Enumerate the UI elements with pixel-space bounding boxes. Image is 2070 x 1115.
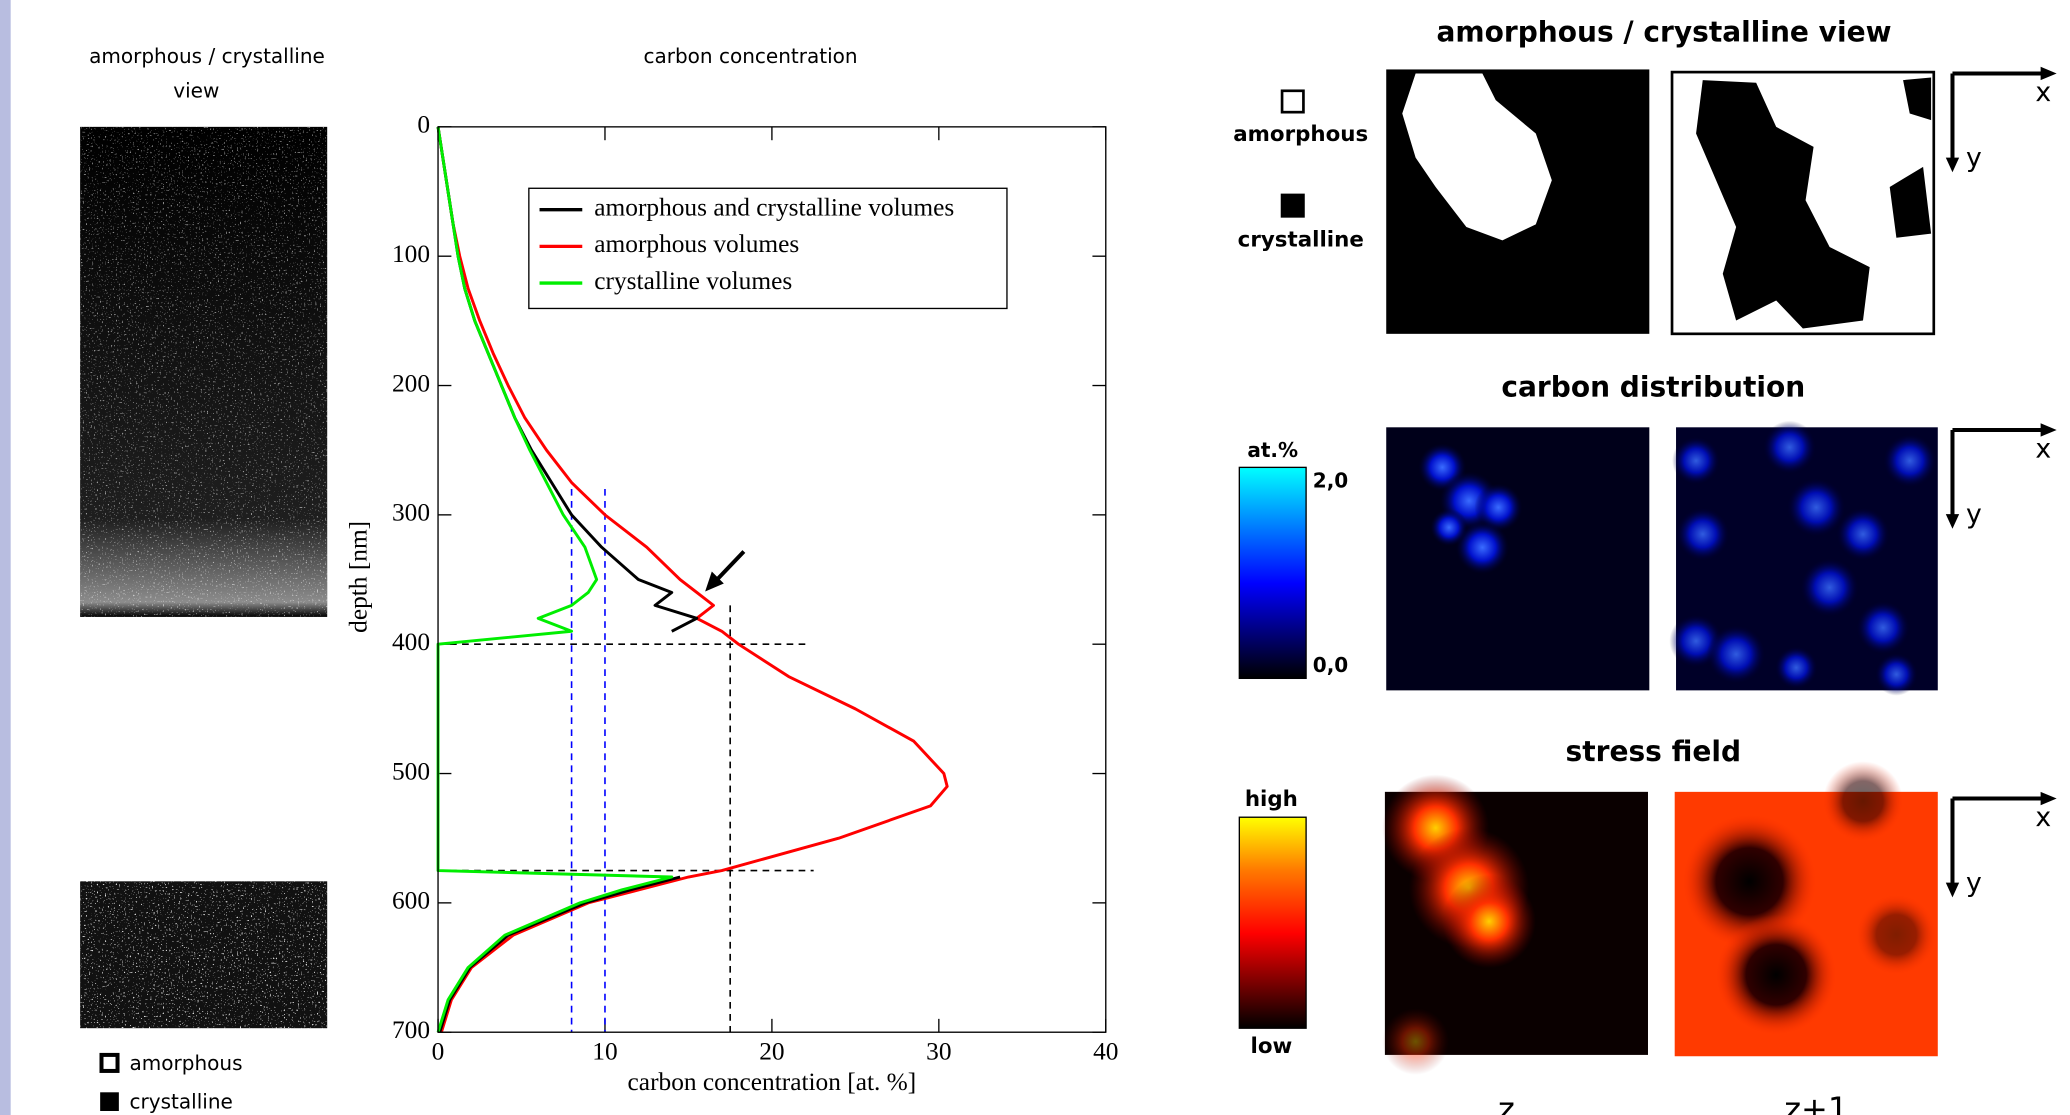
right-title: amorphous / crystalline view bbox=[1437, 15, 1892, 48]
axis-name: x bbox=[2035, 77, 2051, 108]
chart-title: carbon concentration bbox=[643, 44, 857, 68]
x-tick-label: 30 bbox=[926, 1037, 951, 1065]
axis-arrow bbox=[1950, 71, 2048, 165]
axis-arrow bbox=[1950, 427, 2048, 521]
y-tick-label: 400 bbox=[392, 628, 430, 656]
legend: amorphous and crystalline volumes amorpho… bbox=[539, 193, 954, 295]
x-axis-label: carbon concentration [at. %] bbox=[628, 1068, 917, 1096]
stress-holes bbox=[1682, 761, 1937, 1035]
y-axis-label: depth [nm] bbox=[344, 521, 372, 633]
y-tick-label: 600 bbox=[392, 887, 430, 915]
y-tick-label: 500 bbox=[392, 757, 430, 785]
legend-label: amorphous bbox=[130, 1051, 243, 1075]
axis-arrowhead bbox=[1945, 791, 2057, 898]
column-label: z+1 bbox=[1784, 1090, 1848, 1115]
arrow bbox=[713, 550, 746, 584]
stress-blobs bbox=[1382, 774, 1536, 1075]
axis-name: x bbox=[2035, 434, 2051, 465]
y-tick-label: 100 bbox=[392, 240, 430, 268]
axis-arrow bbox=[1950, 796, 2048, 890]
section-title: stress field bbox=[1566, 735, 1742, 768]
axis-name: y bbox=[1966, 499, 1982, 530]
legend-label: amorphous and crystalline volumes bbox=[594, 193, 954, 221]
axis-arrowhead bbox=[1945, 66, 2057, 173]
colorbar-high: high bbox=[1245, 787, 1298, 812]
plot-frame bbox=[437, 126, 1107, 1033]
colorbar-low: low bbox=[1251, 1034, 1293, 1059]
colorbar-unit: at.% bbox=[1247, 438, 1298, 462]
axis-glyphs: x y x y x y bbox=[1945, 66, 2057, 898]
x-tick-label: 40 bbox=[1093, 1037, 1118, 1065]
x-tick-label: 0 bbox=[432, 1037, 445, 1065]
series-line bbox=[436, 126, 674, 1033]
column-label: z bbox=[1498, 1090, 1515, 1115]
legend-swatch bbox=[100, 1092, 119, 1111]
axis-name: y bbox=[1966, 142, 1982, 173]
legend-label: amorphous bbox=[1233, 122, 1368, 147]
phase-blob bbox=[1889, 77, 1932, 238]
colorbar-min: 0,0 bbox=[1313, 653, 1348, 677]
colorbar-max: 2,0 bbox=[1313, 469, 1348, 493]
phase-blob bbox=[1696, 80, 1870, 329]
legend-swatch bbox=[1280, 89, 1305, 114]
legend-swatch bbox=[1280, 193, 1305, 218]
y-tick-label: 0 bbox=[417, 111, 430, 139]
carbon-blobs bbox=[1418, 443, 1523, 575]
depth-image-noise bbox=[80, 881, 328, 1029]
y-tick-label: 200 bbox=[392, 369, 430, 397]
y-tick-label: 700 bbox=[392, 1016, 430, 1044]
legend-label: crystalline bbox=[1238, 227, 1364, 252]
phase-blob bbox=[1402, 73, 1552, 241]
x-tick-label: 10 bbox=[592, 1037, 617, 1065]
axis-name: x bbox=[2035, 802, 2051, 833]
left-title: view bbox=[173, 79, 219, 103]
section-title: carbon distribution bbox=[1501, 371, 1805, 404]
side-strip bbox=[0, 0, 11, 1115]
axis-name: y bbox=[1966, 867, 1982, 898]
y-tick-label: 300 bbox=[392, 499, 430, 527]
arrow-head bbox=[705, 571, 724, 592]
x-tick-label: 20 bbox=[759, 1037, 784, 1065]
carbon-blobs bbox=[1669, 420, 1937, 696]
axis-arrowhead bbox=[1945, 423, 2057, 529]
colorbar bbox=[1238, 466, 1307, 680]
colorbar bbox=[1238, 816, 1307, 1029]
legend-label: crystalline volumes bbox=[594, 267, 792, 295]
left-title: amorphous / crystalline bbox=[89, 44, 325, 68]
legend-box bbox=[528, 187, 1008, 310]
legend-label: amorphous volumes bbox=[594, 230, 799, 258]
depth-image-shade bbox=[80, 126, 328, 617]
legend-label: crystalline bbox=[130, 1089, 233, 1113]
legend-swatch bbox=[99, 1052, 120, 1073]
